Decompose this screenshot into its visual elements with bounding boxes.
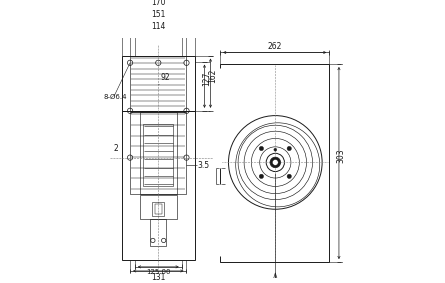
Text: 92: 92 bbox=[161, 73, 170, 82]
Text: 303: 303 bbox=[336, 148, 345, 163]
Circle shape bbox=[287, 174, 291, 179]
Text: 131: 131 bbox=[151, 273, 166, 282]
Circle shape bbox=[259, 146, 263, 151]
Bar bbox=[155, 204, 162, 214]
Circle shape bbox=[274, 148, 277, 151]
Bar bbox=[121, 55, 195, 111]
Bar bbox=[140, 112, 177, 194]
Bar bbox=[130, 55, 186, 111]
Text: 8-Ø6.4: 8-Ø6.4 bbox=[104, 93, 127, 99]
Circle shape bbox=[287, 146, 291, 151]
Bar bbox=[220, 64, 329, 262]
Text: 262: 262 bbox=[267, 42, 282, 51]
Circle shape bbox=[270, 157, 281, 168]
Text: 170: 170 bbox=[151, 0, 166, 7]
Text: 114: 114 bbox=[151, 22, 166, 31]
Bar bbox=[143, 124, 173, 186]
Text: 2: 2 bbox=[113, 143, 118, 153]
Bar bbox=[140, 195, 177, 219]
Bar bbox=[150, 219, 166, 246]
Circle shape bbox=[259, 174, 263, 179]
Text: 162: 162 bbox=[208, 69, 217, 83]
Bar bbox=[152, 202, 164, 216]
Text: 3.5: 3.5 bbox=[197, 160, 210, 170]
Circle shape bbox=[272, 160, 278, 165]
Bar bbox=[130, 112, 186, 194]
Text: 125.00: 125.00 bbox=[146, 269, 170, 275]
Bar bbox=[121, 111, 195, 260]
Text: 127: 127 bbox=[202, 72, 211, 86]
Text: 151: 151 bbox=[151, 10, 166, 19]
